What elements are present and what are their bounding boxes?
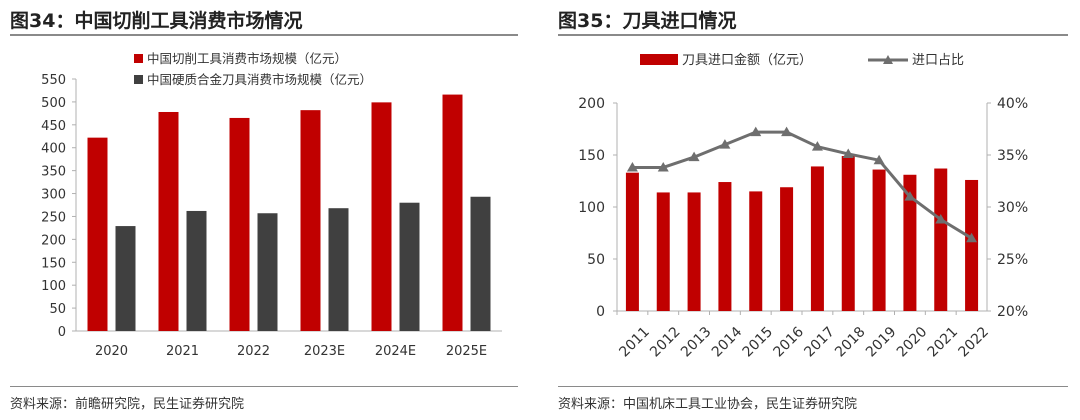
y-tick-label: 550 — [41, 73, 66, 88]
right-source-rule — [558, 386, 1068, 387]
legend-swatch-1 — [640, 54, 678, 65]
bar-import-2022 — [965, 179, 979, 311]
share-marker-2019 — [873, 154, 885, 165]
bar-series2-2021 — [186, 210, 207, 331]
y-tick-label: 50 — [49, 302, 66, 317]
right-chart: 刀具进口金额（亿元） 进口占比 0 50 100 150 200 20% 25% 30% 35% 40… — [578, 52, 1028, 361]
y-left-tick-label: 200 — [578, 96, 605, 112]
x-tick-label: 2019 — [863, 324, 900, 361]
y-tick-label: 0 — [58, 325, 66, 340]
y-left-tick-label: 150 — [578, 148, 605, 164]
bar-series2-2023E — [328, 208, 349, 331]
y-tick-label: 350 — [41, 165, 66, 180]
left-figure-title: 图34：中国切削工具消费市场情况 — [10, 10, 303, 32]
legend-label-2: 进口占比 — [912, 53, 964, 68]
y-right-tick-label: 30% — [997, 200, 1028, 216]
x-tick-label: 2015 — [740, 324, 777, 361]
right-source-note: 资料来源：中国机床工具工业协会，民生证券研究院 — [558, 397, 858, 412]
bar-import-2012 — [656, 192, 670, 311]
share-line — [632, 130, 973, 240]
x-tick-label: 2021 — [166, 344, 199, 359]
left-source-rule — [10, 386, 518, 387]
legend-label-1: 刀具进口金额（亿元） — [682, 52, 812, 68]
share-marker-2017 — [811, 141, 823, 151]
bar-series2-2020 — [115, 226, 136, 331]
x-tick-label: 2013 — [678, 324, 715, 361]
y-tick-label: 500 — [41, 96, 66, 111]
bar-import-2015 — [749, 191, 763, 311]
y-tick-label: 300 — [41, 188, 66, 203]
y-tick-label: 250 — [41, 210, 66, 225]
left-source-note: 资料来源：前瞻研究院，民生证券研究院 — [10, 397, 245, 412]
share-marker-2013 — [688, 151, 700, 162]
y-tick-label: 200 — [41, 233, 66, 248]
left-figure-panel: 图34：中国切削工具消费市场情况 中国切削工具消费市场规模（亿元） 中国硬质合金刀… — [0, 0, 530, 420]
bar-import-2011 — [625, 172, 639, 311]
bar-series1-2023E — [300, 110, 321, 331]
bar-series1-2021 — [158, 111, 179, 331]
share-marker-2020 — [904, 191, 916, 201]
x-tick-label: 2024E — [375, 344, 416, 359]
bar-import-2020 — [903, 174, 917, 311]
right-title-rule — [558, 34, 1068, 36]
left-chart: 中国切削工具消费市场规模（亿元） 中国硬质合金刀具消费市场规模（亿元） 0 50 100… — [41, 51, 502, 359]
y-tick-label: 400 — [41, 142, 66, 157]
x-tick-label: 2023E — [304, 344, 345, 359]
bar-series2-2022 — [257, 213, 278, 331]
bar-import-2014 — [718, 182, 732, 311]
bar-import-2021 — [934, 168, 948, 311]
share-marker-2021 — [935, 213, 947, 224]
y-right-tick-label: 35% — [997, 148, 1028, 164]
x-tick-label: 2025E — [446, 344, 487, 359]
right-figure-title: 图35：刀具进口情况 — [558, 10, 737, 32]
legend-label-2: 中国硬质合金刀具消费市场规模（亿元） — [147, 72, 372, 87]
y-tick-label: 100 — [41, 279, 66, 294]
x-tick-label: 2021 — [925, 324, 962, 361]
share-marker-2016 — [781, 126, 793, 137]
bar-series2-2025E — [470, 196, 491, 331]
share-marker-2018 — [842, 148, 854, 158]
share-marker-2015 — [750, 126, 762, 137]
x-tick-label: 2022 — [237, 344, 270, 359]
bar-import-2016 — [780, 187, 794, 311]
bar-import-2018 — [841, 156, 855, 311]
x-tick-label: 2018 — [832, 324, 869, 361]
x-tick-label: 2014 — [709, 324, 746, 361]
bar-series1-2022 — [229, 117, 250, 331]
y-tick-label: 450 — [41, 119, 66, 134]
x-tick-label: 2022 — [955, 324, 992, 361]
y-tick-label: 150 — [41, 256, 66, 271]
x-tick-label: 2012 — [647, 324, 684, 361]
y-left-tick-label: 100 — [578, 200, 605, 216]
bar-series1-2020 — [87, 137, 108, 331]
x-tick-label: 2020 — [95, 344, 128, 359]
share-marker-2014 — [719, 139, 731, 149]
bar-series1-2024E — [371, 102, 392, 331]
x-tick-label: 2016 — [770, 324, 807, 361]
bar-series1-2025E — [442, 94, 463, 331]
share-marker-2012 — [657, 161, 669, 172]
left-title-rule — [10, 34, 518, 36]
bar-series2-2024E — [399, 202, 420, 331]
bar-import-2013 — [687, 192, 701, 311]
y-left-tick-label: 0 — [596, 304, 605, 320]
legend-swatch-2 — [134, 75, 143, 84]
legend-label-1: 中国切削工具消费市场规模（亿元） — [147, 51, 347, 66]
x-tick-label: 2011 — [616, 324, 653, 361]
y-right-tick-label: 20% — [997, 304, 1028, 320]
bar-import-2017 — [810, 166, 824, 311]
bar-import-2019 — [872, 169, 886, 311]
legend-swatch-1 — [134, 54, 143, 63]
right-figure-panel: 图35：刀具进口情况 刀具进口金额（亿元） 进口占比 0 50 100 150 200 20%… — [548, 0, 1080, 420]
share-marker-2011 — [626, 161, 638, 172]
legend-marker-2 — [883, 55, 893, 64]
y-right-tick-label: 25% — [997, 252, 1028, 268]
y-right-tick-label: 40% — [997, 96, 1028, 112]
share-marker-2022 — [966, 232, 978, 243]
x-tick-label: 2017 — [801, 324, 838, 361]
y-left-tick-label: 50 — [587, 252, 605, 268]
x-tick-label: 2020 — [894, 324, 931, 361]
